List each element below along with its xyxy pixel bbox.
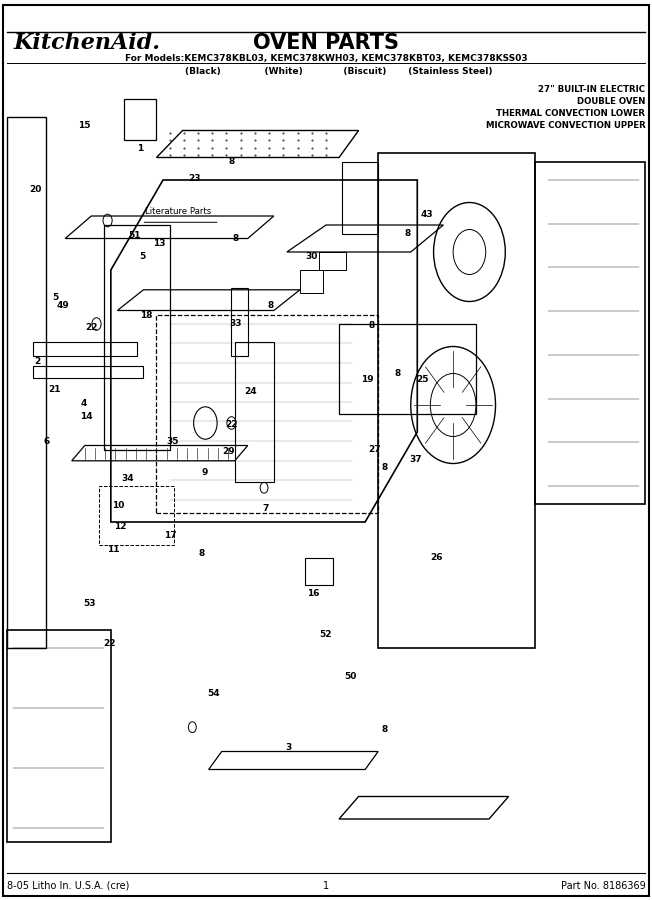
Text: 8: 8 (233, 234, 239, 243)
Text: 8: 8 (267, 302, 274, 310)
Text: KitchenAid.: KitchenAid. (13, 32, 160, 54)
Text: 5: 5 (52, 292, 59, 302)
Text: Part No. 8186369: Part No. 8186369 (561, 880, 645, 891)
Text: 8: 8 (229, 158, 235, 166)
Text: 8: 8 (368, 321, 375, 330)
Text: 29: 29 (222, 447, 235, 456)
Text: 11: 11 (107, 544, 120, 554)
Text: 4: 4 (80, 399, 87, 408)
Text: OVEN PARTS: OVEN PARTS (253, 33, 399, 53)
Text: 13: 13 (153, 238, 166, 248)
Text: 34: 34 (121, 474, 134, 483)
Text: 49: 49 (57, 302, 70, 310)
Text: 52: 52 (319, 630, 332, 639)
Text: 53: 53 (83, 598, 96, 608)
Text: 8: 8 (199, 549, 205, 558)
Text: 27" BUILT-IN ELECTRIC
DOUBLE OVEN
THERMAL CONVECTION LOWER
MICROWAVE CONVECTION : 27" BUILT-IN ELECTRIC DOUBLE OVEN THERMA… (486, 86, 645, 130)
Text: 23: 23 (188, 174, 201, 183)
Text: 1: 1 (323, 880, 329, 891)
Text: 8: 8 (381, 464, 388, 472)
Text: 7: 7 (263, 504, 269, 513)
Text: 6: 6 (44, 436, 50, 446)
Text: 8-05 Litho In. U.S.A. (cre): 8-05 Litho In. U.S.A. (cre) (7, 880, 129, 891)
Text: 8: 8 (394, 369, 401, 378)
Text: 9: 9 (201, 468, 208, 477)
Text: For Models:KEMC378KBL03, KEMC378KWH03, KEMC378KBT03, KEMC378KSS03: For Models:KEMC378KBL03, KEMC378KWH03, K… (125, 54, 527, 63)
Text: 2: 2 (34, 357, 40, 366)
Text: 12: 12 (114, 522, 127, 531)
Text: 26: 26 (430, 554, 443, 562)
Text: 33: 33 (230, 320, 243, 328)
Text: 19: 19 (361, 375, 374, 384)
Text: 35: 35 (166, 436, 179, 446)
Text: 22: 22 (85, 323, 98, 332)
Text: (Black)              (White)             (Biscuit)       (Stainless Steel): (Black) (White) (Biscuit) (Stainless Ste… (160, 67, 492, 76)
Text: 8: 8 (404, 230, 411, 238)
Text: 5: 5 (139, 252, 145, 261)
Text: 16: 16 (306, 590, 319, 598)
Text: 27: 27 (368, 446, 381, 454)
Text: 54: 54 (207, 688, 220, 698)
Text: 3: 3 (285, 742, 291, 752)
Text: 17: 17 (164, 531, 177, 540)
Text: 10: 10 (112, 501, 124, 510)
Text: 50: 50 (345, 672, 357, 681)
Text: 24: 24 (244, 387, 258, 396)
Text: 20: 20 (30, 184, 42, 194)
Text: 22: 22 (225, 420, 238, 429)
Text: 1: 1 (137, 144, 143, 153)
Text: 15: 15 (78, 122, 91, 130)
Text: Literature Parts: Literature Parts (145, 207, 211, 216)
Text: 22: 22 (103, 639, 116, 648)
Text: 14: 14 (80, 412, 93, 421)
Text: 8: 8 (381, 724, 388, 733)
Text: 25: 25 (416, 375, 429, 384)
Text: 30: 30 (306, 252, 318, 261)
Text: 37: 37 (409, 454, 422, 464)
Text: 51: 51 (128, 231, 141, 240)
Text: 43: 43 (421, 210, 434, 219)
Text: 21: 21 (48, 385, 61, 394)
Text: 18: 18 (140, 310, 153, 320)
